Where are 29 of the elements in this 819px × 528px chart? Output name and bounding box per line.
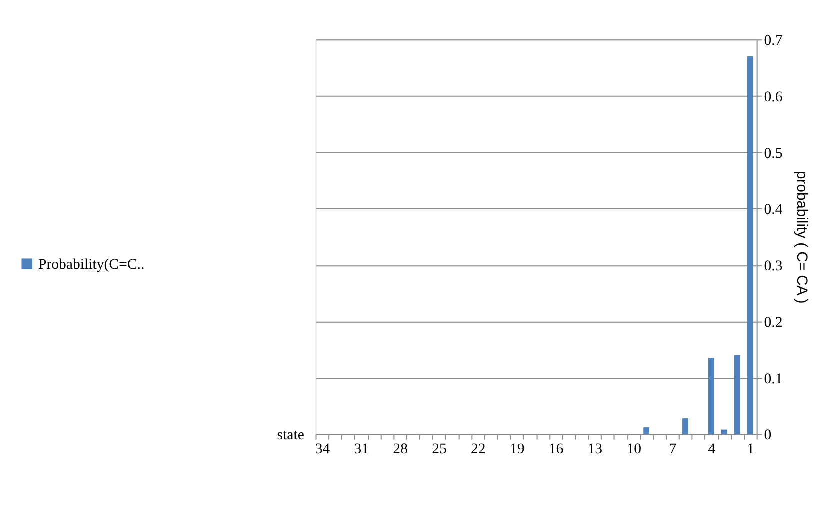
- bar: [708, 358, 714, 434]
- bar: [644, 428, 650, 434]
- x-axis-title: state: [277, 428, 305, 444]
- y-tick-label: 0: [764, 428, 772, 444]
- x-tick-label: 19: [510, 442, 525, 458]
- x-tick-label: 28: [393, 442, 408, 458]
- x-tick-label: 22: [471, 442, 486, 458]
- y-tick-label: 0.3: [764, 258, 783, 275]
- x-tick-label: 25: [432, 442, 447, 458]
- x-tick-label: 4: [708, 442, 716, 458]
- y-tick-label: 0.5: [764, 146, 783, 162]
- x-tick-label: 13: [588, 442, 603, 458]
- y-tick-label: 0.1: [764, 371, 783, 388]
- x-tick-label: 34: [315, 442, 331, 458]
- y-axis-title: probability ( C= CA ): [794, 171, 810, 304]
- y-tick-label: 0.7: [764, 33, 783, 50]
- y-tick-label: 0.4: [764, 202, 784, 218]
- bar: [721, 430, 728, 434]
- y-tick-label: 0.6: [764, 89, 783, 106]
- x-tick-label: 31: [354, 442, 370, 458]
- y-tick-label: 0.2: [764, 314, 783, 331]
- x-tick-label: 7: [669, 442, 677, 458]
- legend-label: Probability(C=C..: [38, 257, 145, 274]
- bar: [682, 418, 688, 434]
- bar: [747, 56, 754, 434]
- x-tick-label: 16: [548, 442, 564, 458]
- x-tick-label: 1: [747, 442, 755, 458]
- bar: [734, 355, 740, 434]
- x-tick-label: 10: [626, 442, 642, 458]
